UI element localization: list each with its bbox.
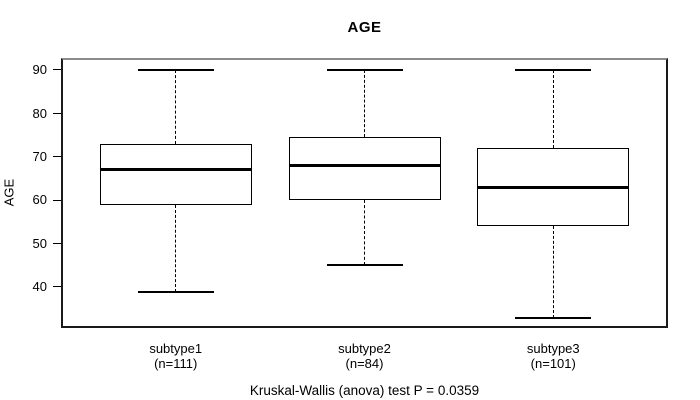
iqr-box bbox=[288, 137, 441, 201]
lower-whisker-line bbox=[364, 200, 365, 266]
lower-whisker-cap bbox=[326, 264, 403, 267]
chart-title: AGE bbox=[347, 19, 382, 36]
plot-area-frame bbox=[61, 58, 668, 328]
y-axis-tick-label: 90 bbox=[32, 62, 47, 78]
y-axis-tick-label: 70 bbox=[32, 148, 47, 164]
upper-whisker-line bbox=[552, 70, 554, 149]
y-axis-tick bbox=[53, 286, 61, 288]
y-axis-tick-label: 80 bbox=[32, 105, 47, 121]
y-axis-label: AGE bbox=[1, 178, 17, 207]
lower-whisker-cap bbox=[137, 290, 214, 293]
y-axis-tick-label: 40 bbox=[32, 279, 47, 295]
group-count-label: (n=84) bbox=[345, 356, 384, 371]
group-count-label: (n=101) bbox=[530, 356, 576, 371]
x-axis-group-label: subtype1 (n=111) bbox=[106, 341, 246, 371]
group-name-label: subtype1 bbox=[149, 341, 203, 356]
y-axis-tick bbox=[53, 243, 61, 245]
x-axis-group-label: subtype2 (n=84) bbox=[295, 341, 435, 371]
group-count-label: (n=111) bbox=[154, 356, 198, 371]
lower-whisker-line bbox=[552, 226, 554, 318]
iqr-box bbox=[99, 143, 252, 205]
y-axis-tick bbox=[53, 199, 61, 201]
upper-whisker-cap bbox=[326, 69, 403, 72]
kruskal-wallis-caption: Kruskal-Wallis (anova) test P = 0.0359 bbox=[249, 383, 480, 398]
y-axis-tick-label: 60 bbox=[32, 192, 47, 208]
y-axis-tick bbox=[53, 112, 61, 114]
median-line bbox=[477, 185, 630, 189]
x-axis-group-label: subtype3 (n=101) bbox=[483, 341, 623, 371]
upper-whisker-cap bbox=[515, 69, 592, 72]
lower-whisker-cap bbox=[515, 316, 592, 319]
y-axis-tick bbox=[53, 69, 61, 71]
upper-whisker-cap bbox=[137, 69, 214, 72]
lower-whisker-line bbox=[175, 204, 177, 292]
y-axis-tick bbox=[53, 156, 61, 158]
median-line bbox=[99, 168, 252, 172]
upper-whisker-line bbox=[364, 70, 365, 138]
y-axis-tick-label: 50 bbox=[32, 235, 47, 251]
group-name-label: subtype2 bbox=[338, 341, 391, 356]
median-line bbox=[288, 164, 441, 168]
upper-whisker-line bbox=[175, 70, 177, 144]
group-name-label: subtype3 bbox=[526, 341, 580, 356]
